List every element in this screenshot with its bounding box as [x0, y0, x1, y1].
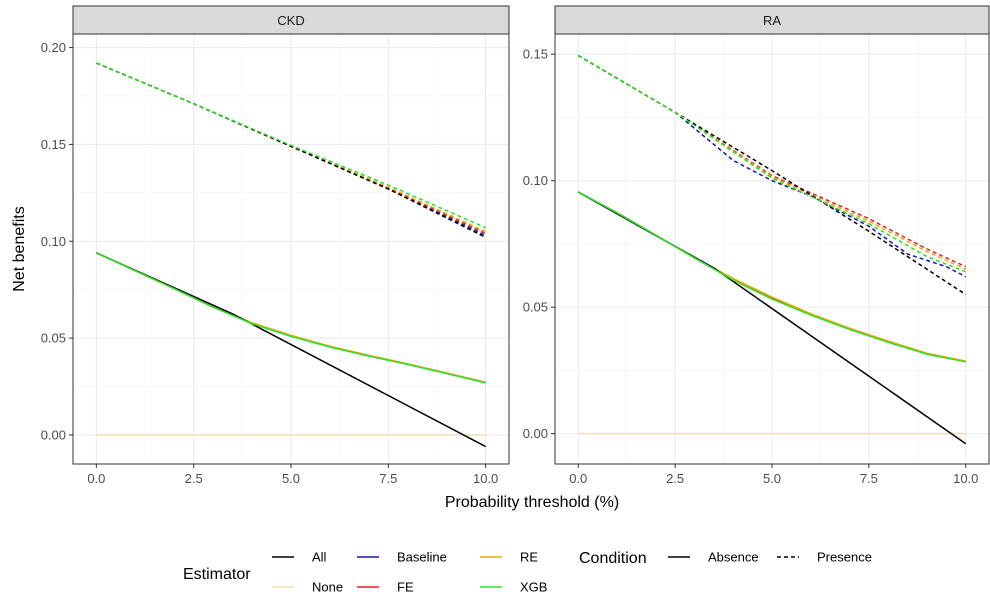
legend-label-re: RE	[520, 550, 538, 565]
ticks-ckd: 0.0 2.5 5.0 7.5 10.0 0.00 0.05 0.10 0.15 0.20	[41, 40, 499, 486]
legend-estimator-title: Estimator	[183, 566, 251, 583]
x-tick-label-ckd: 2.5	[185, 471, 203, 486]
y-axis-title: Net benefits	[11, 206, 28, 291]
x-tick-label-ckd: 5.0	[282, 471, 300, 486]
y-tick-label-ckd: 0.15	[41, 137, 66, 152]
y-tick-label-ra: 0.10	[523, 173, 548, 188]
legend: Estimator Condition All None Baseline FE RE X…	[183, 550, 872, 595]
y-tick-label-ra: 0.15	[523, 47, 548, 62]
legend-label-all: All	[312, 550, 327, 565]
series-xgb-absence-ra	[577, 191, 966, 363]
legend-label-presence: Presence	[817, 550, 872, 565]
y-tick-label-ckd: 0.05	[41, 331, 66, 346]
x-tick-label-ra: 0.0	[569, 471, 587, 486]
legend-label-none: None	[312, 580, 343, 595]
legend-label-xgb: XGB	[520, 580, 547, 595]
strip-title-ra: RA	[763, 13, 781, 28]
lines-ckd	[96, 62, 486, 448]
legend-label-absence: Absence	[708, 550, 759, 565]
series-all-presence-ra	[577, 54, 967, 296]
panel-ckd: CKD 0.0 2.5 5.0 7.5 10.0 0.00 0.05 0.10 0.15 0.20	[41, 5, 510, 486]
series-xgb-presence-ra	[577, 54, 967, 273]
x-tick-label-ra: 7.5	[860, 471, 878, 486]
x-tick-label-ckd: 7.5	[379, 471, 397, 486]
x-tick-label-ra: 2.5	[666, 471, 684, 486]
ticks-ra: 0.0 2.5 5.0 7.5 10.0 0.00 0.05 0.10 0.15	[523, 47, 979, 486]
lines-ra	[577, 54, 967, 445]
y-tick-label-ckd: 0.20	[41, 40, 66, 55]
series-baseline-presence-ra	[577, 54, 967, 278]
strip-ckd	[72, 5, 510, 35]
panel-ra: RA 0.0 2.5 5.0 7.5 10.0 0.00 0.05 0.10 0.15	[523, 5, 990, 486]
y-tick-label-ckd: 0.00	[41, 427, 66, 442]
legend-label-fe: FE	[397, 580, 414, 595]
series-xgb-presence-ckd	[96, 62, 486, 229]
legend-label-baseline: Baseline	[397, 550, 447, 565]
y-tick-label-ra: 0.05	[523, 300, 548, 315]
y-tick-label-ra: 0.00	[523, 426, 548, 441]
grid-ckd	[73, 34, 509, 464]
x-axis-title: Probability threshold (%)	[445, 494, 619, 511]
legend-condition-title: Condition	[579, 550, 647, 567]
x-tick-label-ra: 5.0	[763, 471, 781, 486]
y-tick-label-ckd: 0.10	[41, 234, 66, 249]
strip-title-ckd: CKD	[277, 13, 304, 28]
x-tick-label-ckd: 10.0	[473, 471, 498, 486]
x-tick-label-ckd: 0.0	[87, 471, 105, 486]
x-tick-label-ra: 10.0	[953, 471, 978, 486]
series-xgb-absence-ckd	[96, 252, 486, 384]
